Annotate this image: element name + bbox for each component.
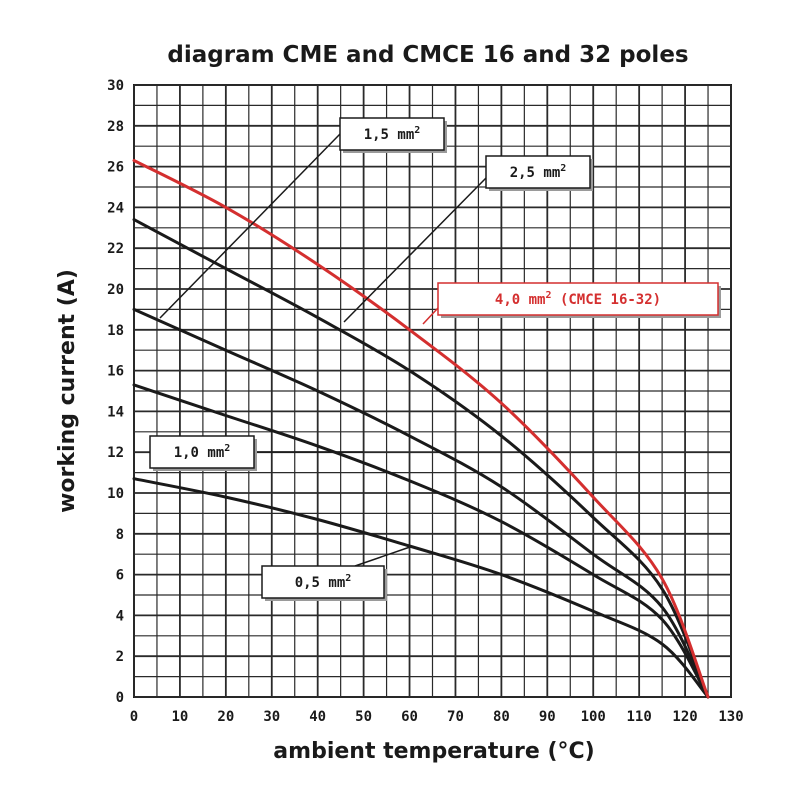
series-line-4	[132, 159, 710, 699]
x-tick-label: 130	[718, 709, 743, 725]
x-tick-label: 20	[217, 709, 234, 725]
series-label-box	[261, 565, 385, 599]
series-label: 0,5 mm2	[295, 573, 352, 591]
x-tick-label: 120	[672, 709, 697, 725]
series-line-2	[132, 307, 710, 699]
label-leader-line	[159, 133, 341, 319]
label-leader-line	[422, 307, 439, 325]
series-label: 1,5 mm2	[364, 125, 421, 143]
x-axis-title: ambient temperature (°C)	[273, 739, 594, 764]
y-tick-label: 0	[116, 690, 124, 706]
x-tick-label: 90	[539, 709, 556, 725]
tick-labels: 0 10 20 30 40 50 60 70 80 90 100 110 120 130024681012…	[107, 78, 744, 725]
chart-title: diagram CME and CMCE 16 and 32 poles	[167, 42, 688, 68]
y-tick-label: 30	[107, 78, 124, 94]
x-tick-label: 0	[130, 709, 138, 725]
y-tick-label: 26	[107, 160, 124, 176]
x-tick-label: 110	[627, 709, 652, 725]
y-tick-label: 22	[107, 241, 124, 257]
label-leader-line	[354, 546, 411, 567]
x-tick-label: 10	[171, 709, 188, 725]
y-tick-label: 12	[107, 445, 124, 461]
series-label-box	[339, 117, 445, 151]
x-tick-label: 100	[581, 709, 606, 725]
y-tick-label: 2	[116, 649, 124, 665]
x-tick-label: 50	[355, 709, 372, 725]
y-tick-label: 8	[116, 527, 124, 543]
y-tick-label: 14	[107, 404, 124, 420]
y-tick-label: 4	[116, 608, 124, 624]
series-labels: 0,5 mm2 1,0 mm2 1,5 mm2 2,5 mm2 4,0 mm2 (CMC…	[149, 117, 721, 601]
y-tick-label: 24	[107, 200, 124, 216]
series-label: 1,0 mm2	[174, 443, 231, 461]
x-tick-label: 60	[401, 709, 418, 725]
series-label-box	[485, 155, 591, 189]
x-tick-label: 30	[263, 709, 280, 725]
y-tick-label: 16	[107, 364, 124, 380]
y-tick-label: 6	[116, 568, 124, 584]
series-label: 2,5 mm2	[510, 163, 567, 181]
y-tick-label: 10	[107, 486, 124, 502]
series-label: 4,0 mm2 (CMCE 16-32)	[495, 290, 661, 308]
y-tick-label: 28	[107, 119, 124, 135]
grid	[133, 84, 732, 698]
y-tick-label: 18	[107, 323, 124, 339]
series-line-0	[132, 477, 710, 699]
curves	[132, 159, 710, 699]
y-tick-label: 20	[107, 282, 124, 298]
series-label-box	[149, 435, 255, 469]
x-tick-label: 70	[447, 709, 464, 725]
y-axis-title: working current (A)	[55, 269, 80, 513]
series-line-3	[132, 218, 710, 699]
label-leader-line	[343, 177, 487, 323]
x-tick-label: 80	[493, 709, 510, 725]
series-label-box	[437, 282, 719, 316]
series-line-1	[132, 383, 710, 699]
x-tick-label: 40	[309, 709, 326, 725]
